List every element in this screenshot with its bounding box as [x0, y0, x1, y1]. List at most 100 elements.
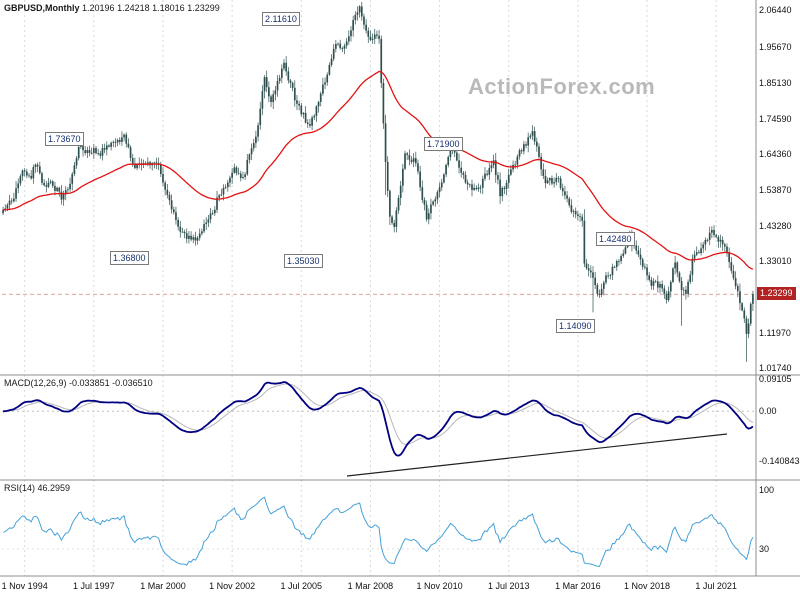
- candle-body: [285, 62, 288, 72]
- candle-body: [34, 164, 37, 168]
- candle-body: [410, 159, 413, 162]
- candle-body: [244, 174, 246, 177]
- candle-body: [749, 303, 752, 324]
- candle-body: [69, 183, 71, 190]
- candle-body: [462, 172, 465, 175]
- candle-body: [473, 187, 476, 190]
- candle-body: [177, 219, 179, 227]
- candle-body: [542, 169, 545, 176]
- candle-body: [347, 36, 350, 42]
- candle-body: [551, 178, 553, 184]
- candle-body: [105, 145, 108, 150]
- candle-body: [678, 272, 681, 282]
- ohlc-high: 1.24218: [117, 3, 150, 13]
- candle-body: [644, 266, 646, 268]
- candle-body: [60, 191, 63, 200]
- candle-body: [358, 6, 361, 13]
- x-axis-label: 1 Nov 1994: [1, 581, 48, 591]
- x-axis-label: 1 Jul 2021: [695, 581, 737, 591]
- candle-body: [99, 153, 102, 156]
- candle-body: [231, 172, 233, 178]
- candle-body: [252, 143, 255, 149]
- x-axis-label: 1 Jul 1997: [73, 581, 115, 591]
- candle-body: [484, 173, 486, 179]
- candle-body: [64, 190, 67, 195]
- actionforex-watermark: ActionForex.com: [468, 74, 656, 99]
- candle-body: [717, 236, 720, 242]
- candle-body: [226, 182, 229, 188]
- candle-body: [557, 177, 560, 179]
- price-axis-label: 1.33010: [759, 256, 792, 267]
- candle-body: [257, 125, 259, 137]
- candle-body: [425, 204, 428, 220]
- candle-body: [412, 158, 415, 162]
- candle-body: [535, 141, 538, 147]
- candle-body: [181, 231, 184, 233]
- candle-body: [579, 216, 581, 217]
- candle-body: [350, 30, 352, 37]
- candle-body: [196, 237, 199, 241]
- candle-body: [611, 266, 614, 276]
- candle-body: [8, 200, 11, 205]
- candle-body: [207, 219, 210, 223]
- price-annotation: 1.36800: [110, 251, 149, 265]
- candle-body: [382, 83, 385, 124]
- candle-body: [477, 187, 480, 190]
- candle-body: [13, 198, 15, 202]
- candle-body: [172, 209, 175, 213]
- price-axis-label: 1.95670: [759, 41, 792, 52]
- candle-body: [229, 177, 231, 183]
- candle-body: [6, 204, 9, 209]
- candle-body: [667, 291, 670, 301]
- candle-body: [538, 146, 540, 157]
- candle-body: [397, 197, 400, 211]
- x-axis-label: 1 Mar 2000: [140, 581, 186, 591]
- price-annotation: 1.71900: [424, 137, 463, 151]
- candle-body: [635, 245, 638, 251]
- x-axis-label: 1 Jul 2013: [487, 581, 530, 591]
- candle-body: [365, 24, 367, 31]
- candle-body: [730, 262, 733, 271]
- candle-body: [175, 212, 177, 220]
- candle-body: [250, 148, 253, 155]
- candle-body: [309, 123, 311, 126]
- rsi-label: RSI(14): [4, 483, 36, 493]
- candle-body: [741, 303, 743, 311]
- candle-body: [443, 174, 445, 183]
- candle-body: [287, 71, 290, 81]
- candle-body: [352, 20, 354, 31]
- candle-body: [108, 145, 110, 147]
- candle-body: [585, 263, 588, 269]
- candle-body: [237, 172, 240, 174]
- x-axis-label: 1 Nov 2018: [624, 581, 671, 591]
- candle-body: [641, 259, 644, 267]
- candle-body: [421, 187, 424, 200]
- rsi-line: [2, 496, 754, 567]
- rsi-axis-label: 30: [759, 543, 770, 554]
- candle-body: [155, 162, 158, 164]
- candle-body: [546, 180, 549, 184]
- candle-body: [486, 173, 488, 175]
- candle-body: [734, 278, 737, 287]
- candle-body: [520, 150, 523, 152]
- candle-body: [153, 162, 156, 164]
- candle-body: [10, 200, 13, 202]
- candle-body: [319, 93, 322, 102]
- macd-trendline: [346, 433, 728, 477]
- candle-body: [548, 178, 551, 181]
- candle-body: [92, 148, 95, 154]
- candle-body: [622, 253, 625, 256]
- candle-body: [393, 222, 396, 227]
- ohlc-open: 1.20196: [82, 3, 115, 13]
- candle-body: [559, 178, 562, 188]
- candle-body: [209, 213, 212, 220]
- candle-body: [646, 267, 648, 276]
- candle-body: [596, 285, 599, 294]
- price-axis-label: 1.01740: [759, 362, 792, 373]
- candle-body: [341, 48, 344, 49]
- candle-body: [665, 293, 668, 301]
- candle-body: [676, 262, 679, 273]
- candle-body: [488, 168, 491, 175]
- candle-body: [280, 68, 283, 78]
